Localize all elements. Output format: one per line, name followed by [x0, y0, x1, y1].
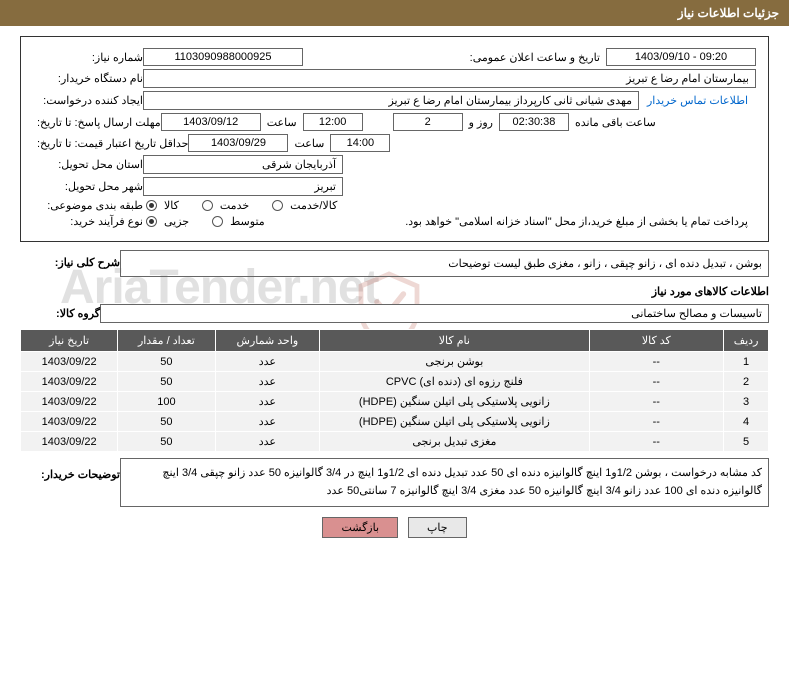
deadline-reply-date: 1403/09/12 [161, 113, 261, 131]
table-cell: عدد [215, 392, 320, 412]
page-title-bar: جزئیات اطلاعات نیاز [0, 0, 789, 26]
table-header: ردیف [724, 330, 769, 352]
table-cell: عدد [215, 352, 320, 372]
buyer-org-label: نام دستگاه خریدار: [33, 72, 143, 85]
table-cell: عدد [215, 412, 320, 432]
purchase-note: پرداخت تمام یا بخشی از مبلغ خرید،از محل … [265, 215, 756, 228]
table-cell: 4 [724, 412, 769, 432]
table-row: 1--بوشن برنجیعدد501403/09/22 [21, 352, 769, 372]
buyer-org-value: بیمارستان امام رضا ع تبریز [143, 69, 756, 88]
announce-date-label: تاریخ و ساعت اعلان عمومی: [464, 51, 606, 64]
table-cell: 1403/09/22 [21, 412, 118, 432]
city-value: تبریز [143, 177, 343, 196]
table-cell: 5 [724, 432, 769, 452]
table-cell: زانویی پلاستیکی پلی اتیلن سنگین (HDPE) [320, 392, 589, 412]
radio-partial[interactable] [146, 216, 157, 227]
table-cell: -- [589, 412, 724, 432]
table-row: 5--مغزی تبدیل برنجیعدد501403/09/22 [21, 432, 769, 452]
table-cell: -- [589, 352, 724, 372]
category-radio-group: کالا خدمت کالا/خدمت [143, 199, 337, 212]
purchase-type-radio-group: جزیی متوسط [143, 215, 265, 228]
table-header: نام کالا [320, 330, 589, 352]
table-cell: 1403/09/22 [21, 352, 118, 372]
remaining-time: 02:30:38 [499, 113, 569, 131]
table-cell: عدد [215, 432, 320, 452]
city-label: شهر محل تحویل: [33, 180, 143, 193]
table-cell: 50 [118, 352, 215, 372]
table-cell: 1403/09/22 [21, 372, 118, 392]
radio-goods[interactable] [146, 200, 157, 211]
requester-value: مهدی شیانی ثانی کارپرداز بیمارستان امام … [143, 91, 639, 110]
time-label-2: ساعت [288, 137, 330, 150]
purchase-type-label: نوع فرآیند خرید: [33, 215, 143, 228]
table-cell: 50 [118, 432, 215, 452]
radio-service[interactable] [202, 200, 213, 211]
table-cell: 50 [118, 372, 215, 392]
contact-buyer-link[interactable]: اطلاعات تماس خریدار [639, 94, 756, 107]
need-number-value: 1103090988000925 [143, 48, 303, 66]
category-label: طبقه بندی موضوعی: [33, 199, 143, 212]
general-desc-box: بوشن ، تبدیل دنده ای ، زانو چپقی ، زانو … [120, 250, 769, 277]
group-label: گروه کالا: [20, 307, 100, 320]
table-cell: 1 [724, 352, 769, 372]
province-label: استان محل تحویل: [33, 158, 143, 171]
radio-medium[interactable] [212, 216, 223, 227]
buyer-desc-label: توضیحات خریدار: [20, 458, 120, 481]
buyer-desc-text: کد مشابه درخواست ، بوشن 1/2و1 اینچ گالوا… [120, 458, 769, 507]
table-cell: 50 [118, 412, 215, 432]
table-row: 3--زانویی پلاستیکی پلی اتیلن سنگین (HDPE… [21, 392, 769, 412]
time-label-1: ساعت [261, 116, 303, 129]
need-number-label: شماره نیاز: [33, 51, 143, 64]
back-button[interactable]: بازگشت [322, 517, 398, 538]
table-header: کد کالا [589, 330, 724, 352]
table-header: واحد شمارش [215, 330, 320, 352]
table-cell: -- [589, 372, 724, 392]
remaining-label: ساعت باقی مانده [569, 116, 662, 129]
table-cell: بوشن برنجی [320, 352, 589, 372]
pt-partial-label: جزیی [164, 215, 189, 228]
table-cell: -- [589, 432, 724, 452]
pt-medium-label: متوسط [230, 215, 265, 228]
table-cell: 1403/09/22 [21, 392, 118, 412]
cat-both-label: کالا/خدمت [290, 199, 337, 212]
cat-goods-label: کالا [164, 199, 179, 212]
group-value: تاسیسات و مصالح ساختمانی [100, 304, 769, 323]
items-table: ردیفکد کالانام کالاواحد شمارشتعداد / مقد… [20, 329, 769, 452]
deadline-reply-label: مهلت ارسال پاسخ: تا تاریخ: [33, 116, 161, 129]
table-cell: زانویی پلاستیکی پلی اتیلن سنگین (HDPE) [320, 412, 589, 432]
deadline-reply-time: 12:00 [303, 113, 363, 131]
print-button[interactable]: چاپ [408, 517, 467, 538]
requester-label: ایجاد کننده درخواست: [33, 94, 143, 107]
general-desc-label: شرح کلی نیاز: [20, 250, 120, 269]
announce-date-value: 1403/09/10 - 09:20 [606, 48, 756, 66]
table-cell: فلنج رزوه ای (دنده ای) CPVC [320, 372, 589, 392]
days-and-label: روز و [463, 116, 499, 129]
min-validity-time: 14:00 [330, 134, 390, 152]
table-cell: مغزی تبدیل برنجی [320, 432, 589, 452]
table-cell: 100 [118, 392, 215, 412]
radio-both[interactable] [272, 200, 283, 211]
table-header: تاریخ نیاز [21, 330, 118, 352]
min-validity-date: 1403/09/29 [188, 134, 288, 152]
cat-service-label: خدمت [220, 199, 249, 212]
table-row: 2--فلنج رزوه ای (دنده ای) CPVCعدد501403/… [21, 372, 769, 392]
table-cell: -- [589, 392, 724, 412]
details-panel: شماره نیاز: 1103090988000925 تاریخ و ساع… [20, 36, 769, 242]
table-cell: عدد [215, 372, 320, 392]
table-cell: 2 [724, 372, 769, 392]
remaining-days: 2 [393, 113, 463, 131]
table-cell: 1403/09/22 [21, 432, 118, 452]
table-header: تعداد / مقدار [118, 330, 215, 352]
province-value: آذربایجان شرقی [143, 155, 343, 174]
items-section-title: اطلاعات کالاهای مورد نیاز [0, 285, 769, 298]
table-cell: 3 [724, 392, 769, 412]
min-validity-label: حداقل تاریخ اعتبار قیمت: تا تاریخ: [33, 137, 188, 150]
table-row: 4--زانویی پلاستیکی پلی اتیلن سنگین (HDPE… [21, 412, 769, 432]
